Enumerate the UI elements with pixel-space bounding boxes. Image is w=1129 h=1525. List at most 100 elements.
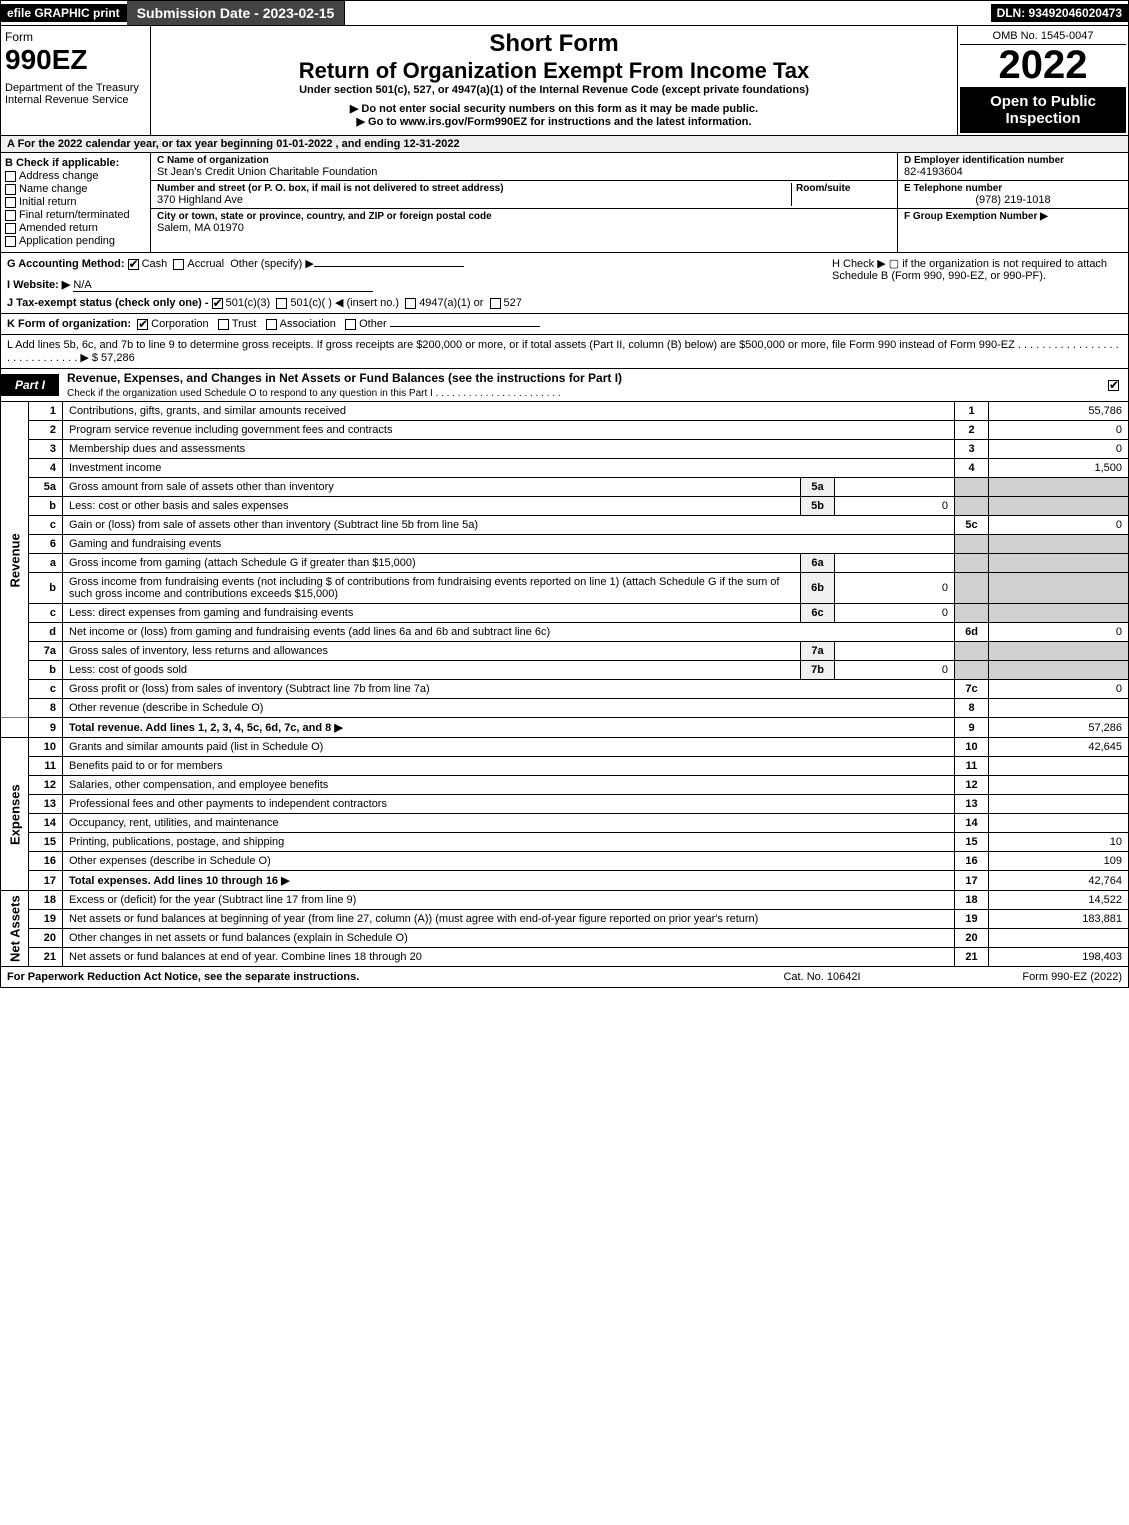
netassets-tab: Net Assets (1, 891, 29, 967)
page-footer: For Paperwork Reduction Act Notice, see … (0, 967, 1129, 988)
table-row: c Less: direct expenses from gaming and … (1, 604, 1129, 623)
table-row: 3 Membership dues and assessments 3 0 (1, 440, 1129, 459)
table-row: 5a Gross amount from sale of assets othe… (1, 478, 1129, 497)
street-label: Number and street (or P. O. box, if mail… (157, 183, 791, 194)
section-bcd: B Check if applicable: Address change Na… (0, 153, 1129, 253)
line-i: I Website: ▶ N/A (7, 278, 822, 292)
part1-badge: Part I (1, 374, 59, 396)
no-ssn-warning: ▶ Do not enter social security numbers o… (155, 102, 953, 115)
checkbox-icon[interactable] (5, 223, 16, 234)
checkbox-icon[interactable] (276, 298, 287, 309)
chk-amended-return[interactable]: Amended return (5, 222, 146, 234)
ein-label: D Employer identification number (904, 155, 1122, 166)
tax-year: 2022 (960, 45, 1126, 85)
checkbox-icon[interactable] (173, 259, 184, 270)
line-l: L Add lines 5b, 6c, and 7b to line 9 to … (0, 335, 1129, 369)
ghij-left: G Accounting Method: Cash Accrual Other … (7, 257, 822, 309)
group-label: F Group Exemption Number ▶ (904, 211, 1122, 222)
table-row: c Gross profit or (loss) from sales of i… (1, 680, 1129, 699)
table-row: b Less: cost or other basis and sales ex… (1, 497, 1129, 516)
dln-label: DLN: 93492046020473 (991, 4, 1128, 22)
form-header: Form 990EZ Department of the Treasury In… (0, 26, 1129, 136)
line-1-text: Contributions, gifts, grants, and simila… (63, 402, 955, 421)
phone: (978) 219-1018 (904, 194, 1122, 206)
line-1-val: 55,786 (989, 402, 1129, 421)
table-row: 4 Investment income 4 1,500 (1, 459, 1129, 478)
checkbox-icon[interactable] (490, 298, 501, 309)
part1-desc: Revenue, Expenses, and Changes in Net As… (59, 369, 1102, 401)
table-row: Expenses 10 Grants and similar amounts p… (1, 738, 1129, 757)
table-row: 15 Printing, publications, postage, and … (1, 833, 1129, 852)
goto-link[interactable]: ▶ Go to www.irs.gov/Form990EZ for instru… (155, 115, 953, 128)
top-bar: efile GRAPHIC print Submission Date - 20… (0, 0, 1129, 26)
table-row: d Net income or (loss) from gaming and f… (1, 623, 1129, 642)
website-value: N/A (73, 279, 373, 292)
table-row: 6 Gaming and fundraising events (1, 535, 1129, 554)
name-label: C Name of organization (157, 155, 891, 166)
street: 370 Highland Ave (157, 194, 791, 206)
revenue-tab: Revenue (1, 402, 29, 718)
footer-left: For Paperwork Reduction Act Notice, see … (7, 971, 722, 983)
table-row: 20 Other changes in net assets or fund b… (1, 929, 1129, 948)
l-value: 57,286 (101, 352, 135, 364)
checkbox-icon[interactable] (5, 171, 16, 182)
line-j: J Tax-exempt status (check only one) - 5… (7, 296, 822, 309)
table-row: c Gain or (loss) from sale of assets oth… (1, 516, 1129, 535)
table-row: 12 Salaries, other compensation, and emp… (1, 776, 1129, 795)
city-row: City or town, state or province, country… (151, 209, 897, 236)
checkbox-icon[interactable] (5, 236, 16, 247)
table-row: b Less: cost of goods sold 7b 0 (1, 661, 1129, 680)
table-row: 19 Net assets or fund balances at beginn… (1, 910, 1129, 929)
section-b-title: B Check if applicable: (5, 157, 146, 169)
phone-label: E Telephone number (904, 183, 1122, 194)
city: Salem, MA 01970 (157, 222, 891, 234)
checkbox-icon[interactable] (5, 197, 16, 208)
city-label: City or town, state or province, country… (157, 211, 891, 222)
chk-address-change[interactable]: Address change (5, 170, 146, 182)
submission-date: Submission Date - 2023-02-15 (127, 1, 346, 25)
checkbox-icon[interactable] (405, 298, 416, 309)
chk-final-return[interactable]: Final return/terminated (5, 209, 146, 221)
part1-schedule-o-check[interactable] (1102, 376, 1128, 394)
line-k: K Form of organization: Corporation Trus… (0, 314, 1129, 335)
checkbox-icon[interactable] (5, 210, 16, 221)
checkbox-icon[interactable] (1108, 380, 1119, 391)
org-name-row: C Name of organization St Jean's Credit … (151, 153, 897, 181)
phone-row: E Telephone number (978) 219-1018 (898, 181, 1128, 209)
checkbox-icon[interactable] (137, 319, 148, 330)
table-row: 21 Net assets or fund balances at end of… (1, 948, 1129, 967)
table-row: 14 Occupancy, rent, utilities, and maint… (1, 814, 1129, 833)
group-row: F Group Exemption Number ▶ (898, 209, 1128, 224)
section-ghij: G Accounting Method: Cash Accrual Other … (0, 253, 1129, 314)
k-label: K Form of organization: (7, 318, 131, 330)
header-center: Short Form Return of Organization Exempt… (151, 26, 958, 135)
chk-initial-return[interactable]: Initial return (5, 196, 146, 208)
j-label: J Tax-exempt status (check only one) - (7, 297, 209, 309)
chk-application-pending[interactable]: Application pending (5, 235, 146, 247)
checkbox-icon[interactable] (266, 319, 277, 330)
header-sub: Under section 501(c), 527, or 4947(a)(1)… (155, 84, 953, 96)
header-left: Form 990EZ Department of the Treasury In… (1, 26, 151, 135)
i-label: I Website: ▶ (7, 279, 70, 291)
checkbox-icon[interactable] (218, 319, 229, 330)
footer-right: Form 990-EZ (2022) (922, 971, 1122, 983)
return-title: Return of Organization Exempt From Incom… (155, 58, 953, 84)
header-right: OMB No. 1545-0047 2022 Open to Public In… (958, 26, 1128, 135)
checkbox-icon[interactable] (5, 184, 16, 195)
table-row: 7a Gross sales of inventory, less return… (1, 642, 1129, 661)
g-label: G Accounting Method: (7, 258, 125, 270)
efile-label[interactable]: efile GRAPHIC print (1, 4, 127, 22)
l-text: L Add lines 5b, 6c, and 7b to line 9 to … (7, 339, 1119, 364)
table-row: a Gross income from gaming (attach Sched… (1, 554, 1129, 573)
checkbox-icon[interactable] (128, 259, 139, 270)
form-number: 990EZ (5, 44, 146, 76)
section-d: D Employer identification number 82-4193… (898, 153, 1128, 252)
room-label: Room/suite (796, 183, 891, 194)
chk-name-change[interactable]: Name change (5, 183, 146, 195)
table-row: Revenue 1 Contributions, gifts, grants, … (1, 402, 1129, 421)
org-name: St Jean's Credit Union Charitable Founda… (157, 166, 891, 178)
line-a-tax-year: A For the 2022 calendar year, or tax yea… (0, 136, 1129, 153)
table-row: 16 Other expenses (describe in Schedule … (1, 852, 1129, 871)
checkbox-icon[interactable] (212, 298, 223, 309)
checkbox-icon[interactable] (345, 319, 356, 330)
